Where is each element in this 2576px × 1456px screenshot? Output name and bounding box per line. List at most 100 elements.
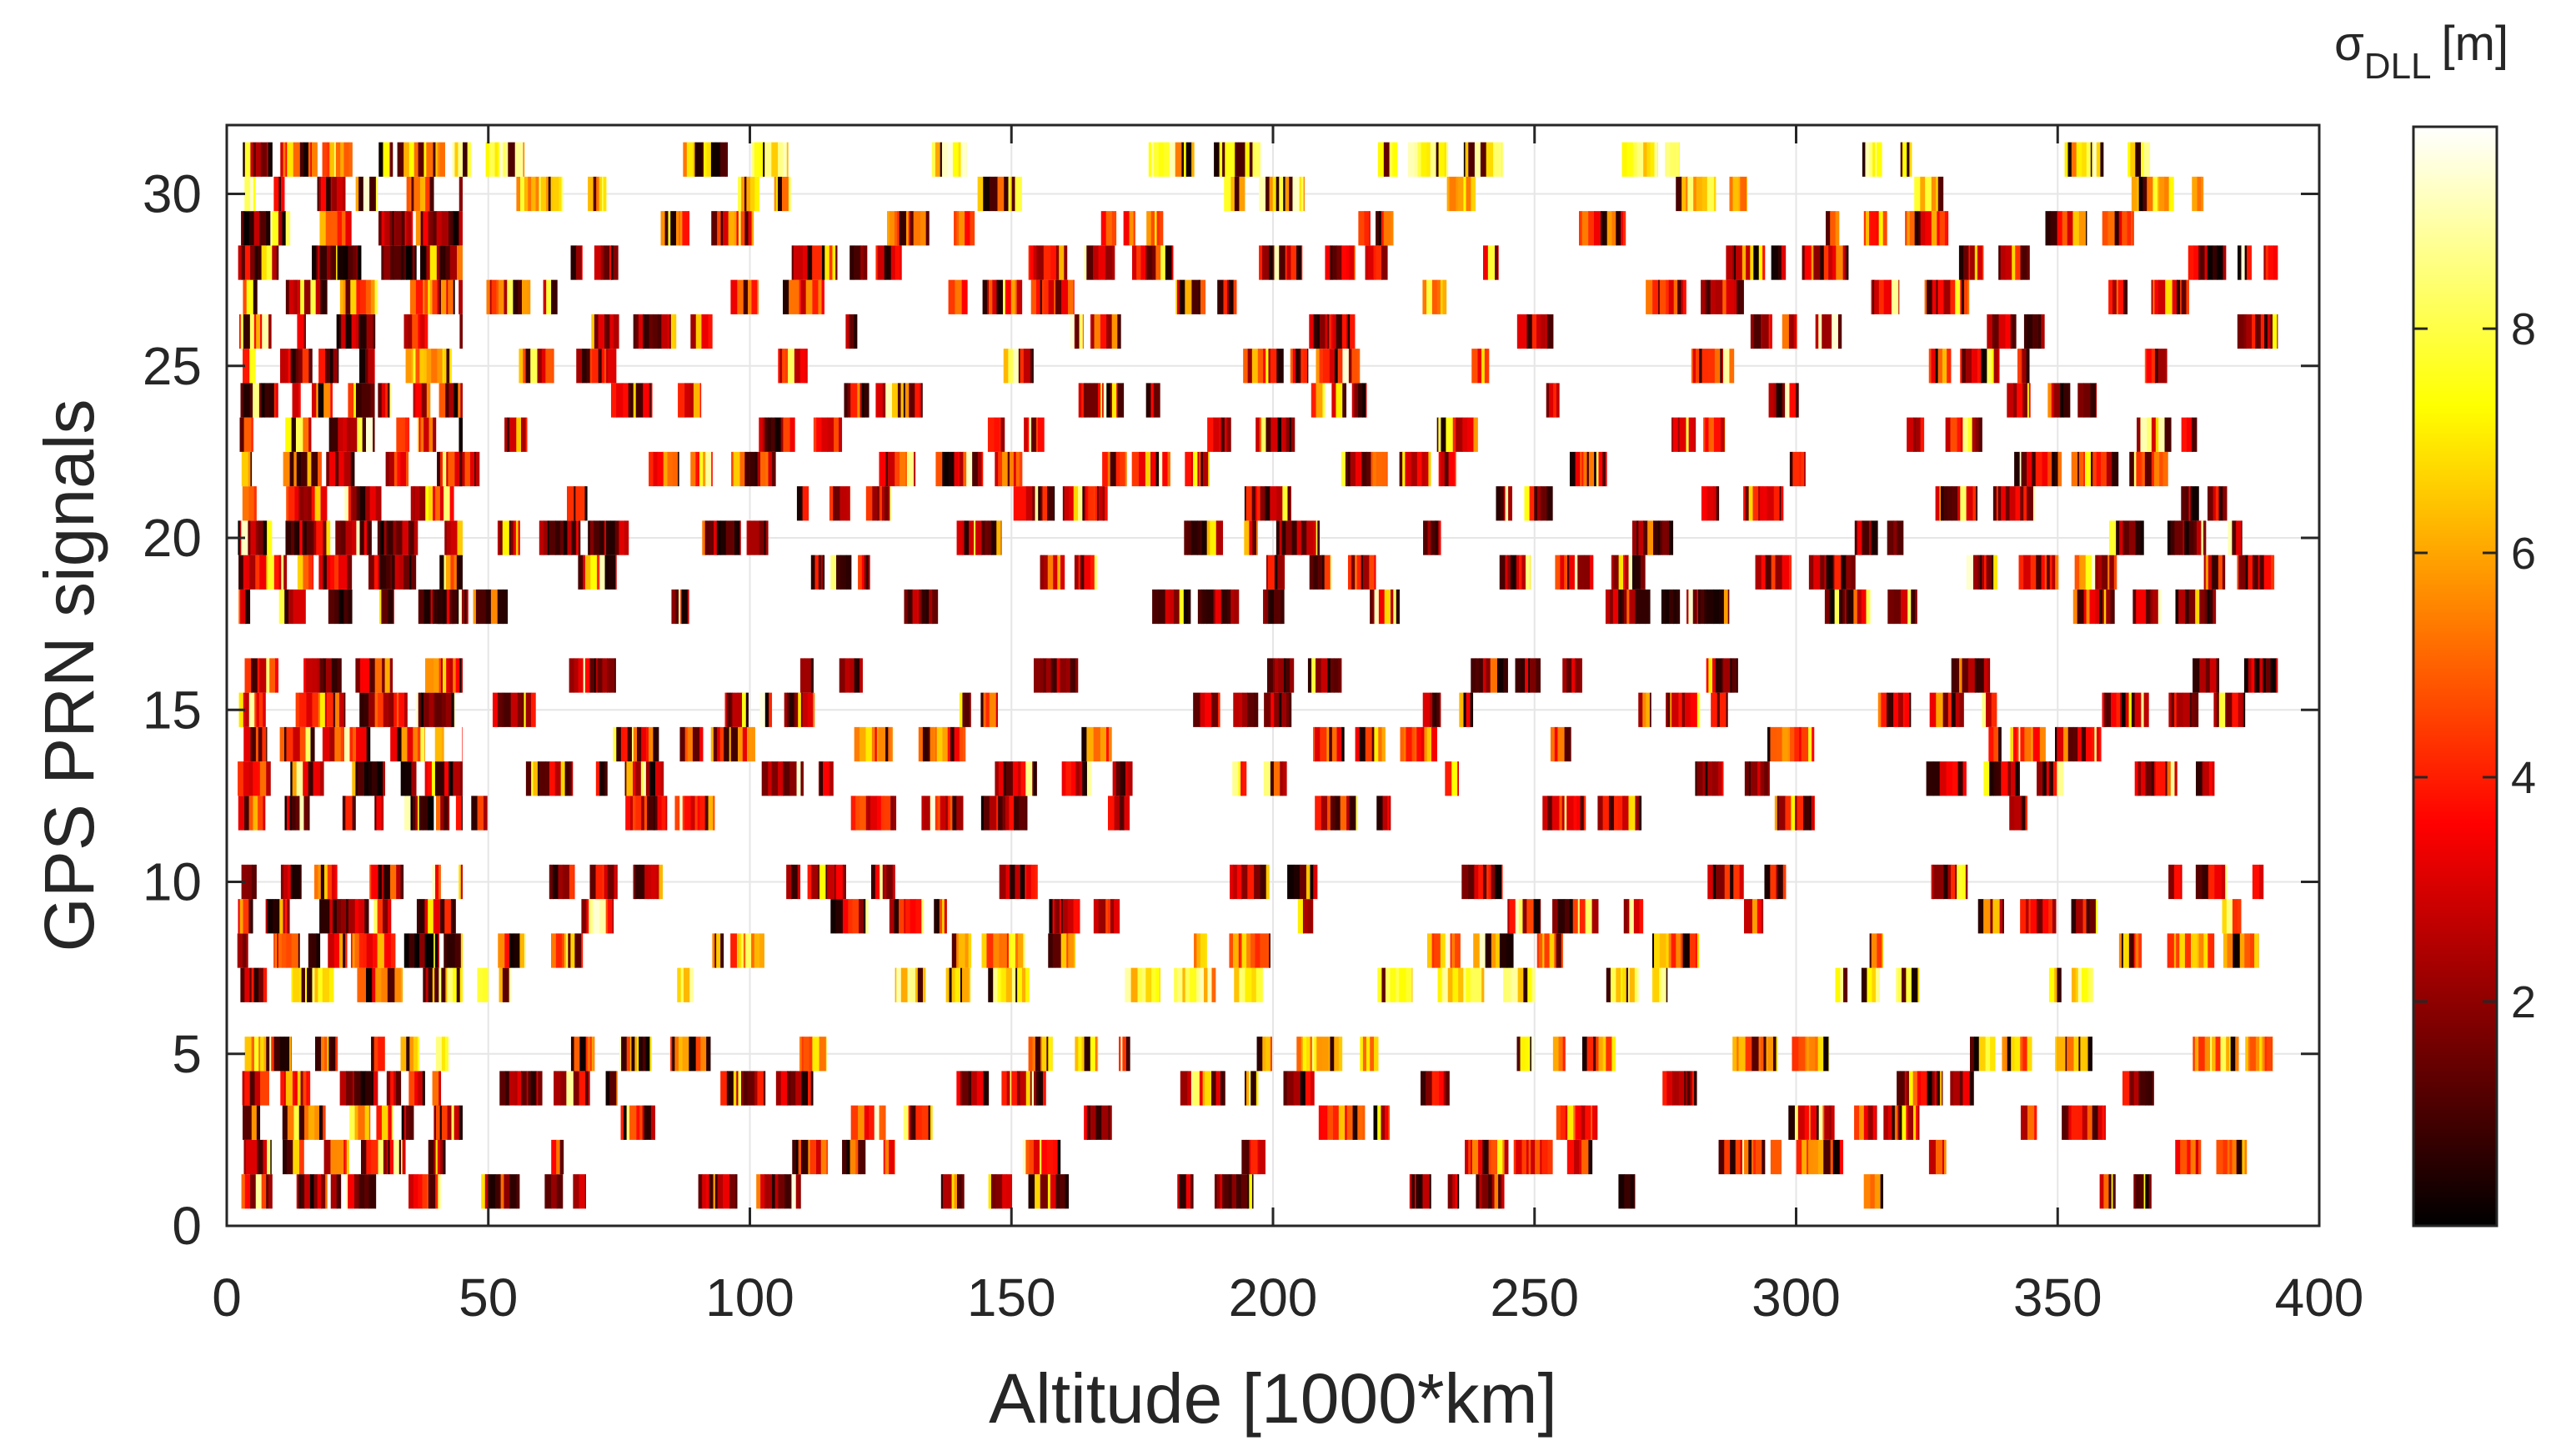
heatmap-cell-prn-20: [2201, 520, 2204, 555]
heatmap-cell-prn-23: [509, 417, 517, 452]
heatmap-cell-prn-20: [1887, 520, 1894, 555]
heatmap-cell-prn-27: [1646, 279, 1653, 314]
heatmap-cell-prn-22: [1371, 451, 1374, 487]
heatmap-cell-prn-1: [995, 1174, 1003, 1209]
heatmap-cell-prn-9: [424, 899, 428, 934]
heatmap-cell-prn-20: [250, 520, 257, 555]
heatmap-cell-prn-25: [1265, 349, 1270, 384]
heatmap-cell-prn-25: [783, 349, 785, 384]
heatmap-cell-prn-28: [570, 245, 577, 280]
heatmap-cell-prn-12: [674, 796, 680, 831]
heatmap-cell-prn-24: [1336, 383, 1343, 418]
heatmap-cell-prn-27: [743, 279, 749, 314]
heatmap-cell-prn-22: [998, 451, 1003, 487]
heatmap-cell-prn-4: [1690, 1071, 1693, 1106]
heatmap-cell-prn-18: [485, 589, 492, 625]
heatmap-cell-prn-3: [2092, 1105, 2099, 1140]
heatmap-cell-prn-4: [584, 1071, 589, 1106]
heatmap-cell-prn-27: [986, 279, 990, 314]
heatmap-cell-prn-28: [1483, 245, 1489, 280]
heatmap-cell-prn-5: [579, 1037, 587, 1072]
heatmap-cell-prn-28: [1487, 245, 1496, 280]
heatmap-cell-prn-9: [2055, 899, 2057, 934]
heatmap-cell-prn-21: [2181, 486, 2188, 521]
heatmap-cell-prn-21: [1992, 486, 1997, 521]
heatmap-cell-prn-5: [1265, 1037, 1271, 1072]
heatmap-cell-prn-10: [2221, 864, 2226, 900]
heatmap-cell-prn-5: [2007, 1037, 2012, 1072]
heatmap-cell-prn-3: [1829, 1105, 1832, 1140]
heatmap-cell-prn-26: [260, 314, 263, 349]
heatmap-cell-prn-29: [453, 211, 459, 246]
heatmap-cell-prn-26: [1516, 314, 1521, 349]
heatmap-cell-prn-14: [935, 726, 938, 762]
heatmap-cell-prn-1: [551, 1174, 558, 1209]
heatmap-cell-prn-8: [2133, 933, 2137, 968]
heatmap-cell-prn-10: [1015, 864, 1021, 900]
heatmap-cell-prn-8: [524, 933, 526, 968]
heatmap-cell-prn-4: [1962, 1071, 1971, 1106]
heatmap-cell-prn-19: [2052, 555, 2056, 590]
heatmap-cell-prn-26: [2005, 314, 2012, 349]
heatmap-cell-prn-14: [922, 726, 929, 762]
heatmap-cell-prn-5: [1602, 1037, 1606, 1072]
heatmap-cell-prn-3: [1581, 1105, 1586, 1140]
heatmap-cell-prn-28: [272, 245, 278, 280]
heatmap-cell-prn-18: [464, 589, 468, 625]
heatmap-cell-prn-2: [393, 1139, 400, 1175]
heatmap-cell-prn-5: [1028, 1037, 1034, 1072]
heatmap-cell-prn-18: [2185, 589, 2190, 625]
heatmap-cell-prn-31: [1219, 142, 1223, 177]
heatmap-cell-prn-9: [905, 899, 911, 934]
heatmap-cell-prn-4: [339, 1071, 347, 1106]
heatmap-cell-prn-4: [2148, 1071, 2153, 1106]
heatmap-cell-prn-18: [1719, 589, 1725, 625]
heatmap-cell-prn-31: [2100, 142, 2104, 177]
heatmap-cell-prn-20: [2241, 520, 2243, 555]
heatmap-cell-prn-21: [1503, 486, 1506, 521]
heatmap-cell-prn-15: [338, 692, 345, 727]
heatmap-cell-prn-16: [459, 658, 462, 693]
heatmap-cell-prn-9: [1107, 899, 1111, 934]
heatmap-cell-prn-3: [451, 1105, 455, 1140]
heatmap-cell-prn-18: [1370, 589, 1374, 625]
heatmap-cell-prn-23: [285, 417, 293, 452]
heatmap-cell-prn-1: [1047, 1174, 1051, 1209]
heatmap-cell-prn-18: [2099, 589, 2103, 625]
heatmap-cell-prn-19: [2107, 555, 2110, 590]
heatmap-cell-prn-24: [1322, 383, 1326, 418]
heatmap-cell-prn-18: [682, 589, 689, 625]
heatmap-cell-prn-18: [1907, 589, 1912, 625]
heatmap-cell-prn-20: [2179, 520, 2183, 555]
heatmap-cell-prn-15: [1947, 692, 1952, 727]
heatmap-cell-prn-24: [2077, 383, 2084, 418]
heatmap-cell-prn-18: [1673, 589, 1677, 625]
heatmap-cell-prn-2: [346, 1139, 349, 1175]
heatmap-cell-prn-16: [2248, 658, 2253, 693]
heatmap-cell-prn-23: [417, 417, 419, 452]
heatmap-cell-prn-27: [1233, 279, 1237, 314]
heatmap-cell-prn-5: [1611, 1037, 1616, 1072]
heatmap-cell-prn-28: [429, 245, 438, 280]
heatmap-cell-prn-22: [2014, 451, 2021, 487]
heatmap-cell-prn-15: [2131, 692, 2136, 727]
heatmap-cell-prn-19: [1577, 555, 1585, 590]
heatmap-cell-prn-21: [1106, 486, 1108, 521]
heatmap-cell-prn-16: [369, 658, 376, 693]
heatmap-cell-prn-14: [746, 726, 753, 762]
heatmap-cell-prn-13: [2145, 761, 2153, 796]
heatmap-cell-prn-10: [1232, 864, 1238, 900]
heatmap-cell-prn-28: [1341, 245, 1347, 280]
heatmap-cell-prn-29: [1129, 211, 1135, 246]
heatmap-cell-prn-28: [854, 245, 861, 280]
heatmap-cell-prn-1: [325, 1174, 328, 1209]
heatmap-cell-prn-2: [1812, 1139, 1819, 1175]
heatmap-cell-prn-29: [1878, 211, 1884, 246]
heatmap-cell-prn-12: [1597, 796, 1604, 831]
heatmap-cell-prn-30: [1265, 176, 1270, 212]
heatmap-cell-prn-14: [692, 726, 700, 762]
heatmap-cell-prn-9: [248, 899, 253, 934]
heatmap-cell-prn-8: [1440, 933, 1446, 968]
heatmap-cell-prn-25: [280, 349, 286, 384]
heatmap-cell-prn-23: [2192, 417, 2198, 452]
